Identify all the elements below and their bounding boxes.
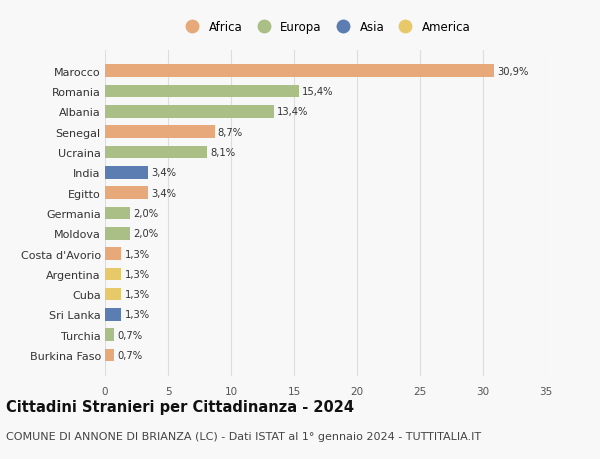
Text: 0,7%: 0,7% (117, 350, 142, 360)
Bar (105, 146, 207, 159)
Text: 30,9%: 30,9% (497, 67, 529, 77)
Bar (105, 248, 121, 260)
Text: 8,1%: 8,1% (210, 148, 235, 157)
Bar (105, 187, 148, 200)
Bar (105, 268, 121, 280)
Bar (105, 65, 494, 78)
Text: 2,0%: 2,0% (133, 229, 158, 239)
Text: 3,4%: 3,4% (151, 168, 176, 178)
Bar (105, 349, 114, 362)
Legend: Africa, Europa, Asia, America: Africa, Europa, Asia, America (177, 17, 474, 37)
Bar (105, 308, 121, 321)
Bar (105, 227, 130, 240)
Text: 8,7%: 8,7% (218, 128, 243, 137)
Bar (105, 85, 299, 98)
Text: 1,3%: 1,3% (125, 290, 149, 299)
Text: 1,3%: 1,3% (125, 269, 149, 279)
Text: COMUNE DI ANNONE DI BRIANZA (LC) - Dati ISTAT al 1° gennaio 2024 - TUTTITALIA.IT: COMUNE DI ANNONE DI BRIANZA (LC) - Dati … (6, 431, 481, 442)
Bar (105, 167, 148, 179)
Bar (105, 106, 274, 118)
Bar (105, 329, 114, 341)
Text: 1,3%: 1,3% (125, 249, 149, 259)
Text: 3,4%: 3,4% (151, 188, 176, 198)
Text: 13,4%: 13,4% (277, 107, 308, 117)
Bar (105, 207, 130, 220)
Bar (105, 288, 121, 301)
Text: 15,4%: 15,4% (302, 87, 334, 97)
Text: Cittadini Stranieri per Cittadinanza - 2024: Cittadini Stranieri per Cittadinanza - 2… (6, 399, 354, 414)
Text: 0,7%: 0,7% (117, 330, 142, 340)
Text: 1,3%: 1,3% (125, 310, 149, 320)
Bar (105, 126, 215, 139)
Text: 2,0%: 2,0% (133, 208, 158, 218)
